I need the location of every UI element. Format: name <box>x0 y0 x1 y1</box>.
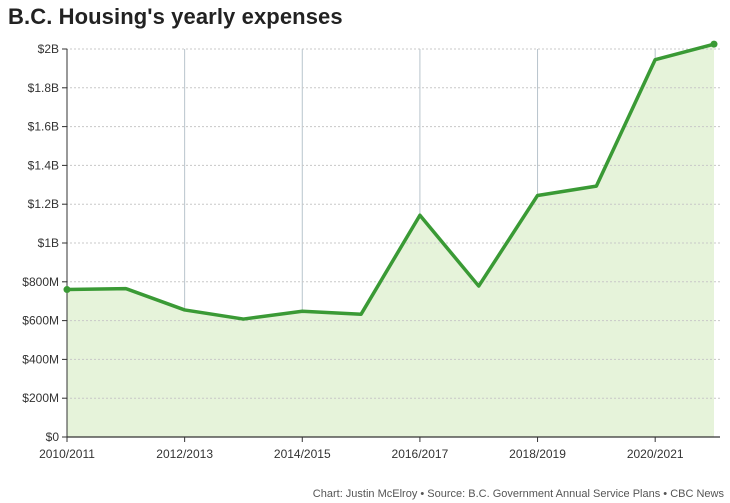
data-point-end <box>710 40 718 48</box>
y-tick-label: $0 <box>46 430 60 444</box>
y-tick-label: $800M <box>22 275 59 289</box>
y-tick-label: $1.8B <box>28 81 59 95</box>
chart-title: B.C. Housing's yearly expenses <box>8 4 343 29</box>
area-fill <box>67 44 714 438</box>
y-tick-label: $600M <box>22 314 59 328</box>
y-tick-label: $2B <box>38 42 59 56</box>
y-tick-label: $1.6B <box>28 120 59 134</box>
y-tick-label: $1.2B <box>28 197 59 211</box>
x-tick-label: 2016/2017 <box>392 447 449 461</box>
x-tick-label: 2020/2021 <box>627 447 684 461</box>
x-tick-label: 2012/2013 <box>156 447 213 461</box>
y-tick-label: $200M <box>22 391 59 405</box>
x-tick-label: 2014/2015 <box>274 447 331 461</box>
y-tick-label: $400M <box>22 352 59 366</box>
data-point-start <box>63 286 71 294</box>
x-tick-label: 2010/2011 <box>39 447 95 461</box>
chart-credit: Chart: Justin McElroy • Source: B.C. Gov… <box>312 488 724 500</box>
y-tick-label: $1.4B <box>28 158 59 172</box>
series-line <box>65 42 716 321</box>
x-tick-label: 2018/2019 <box>509 447 566 461</box>
y-tick-label: $1B <box>38 236 59 250</box>
